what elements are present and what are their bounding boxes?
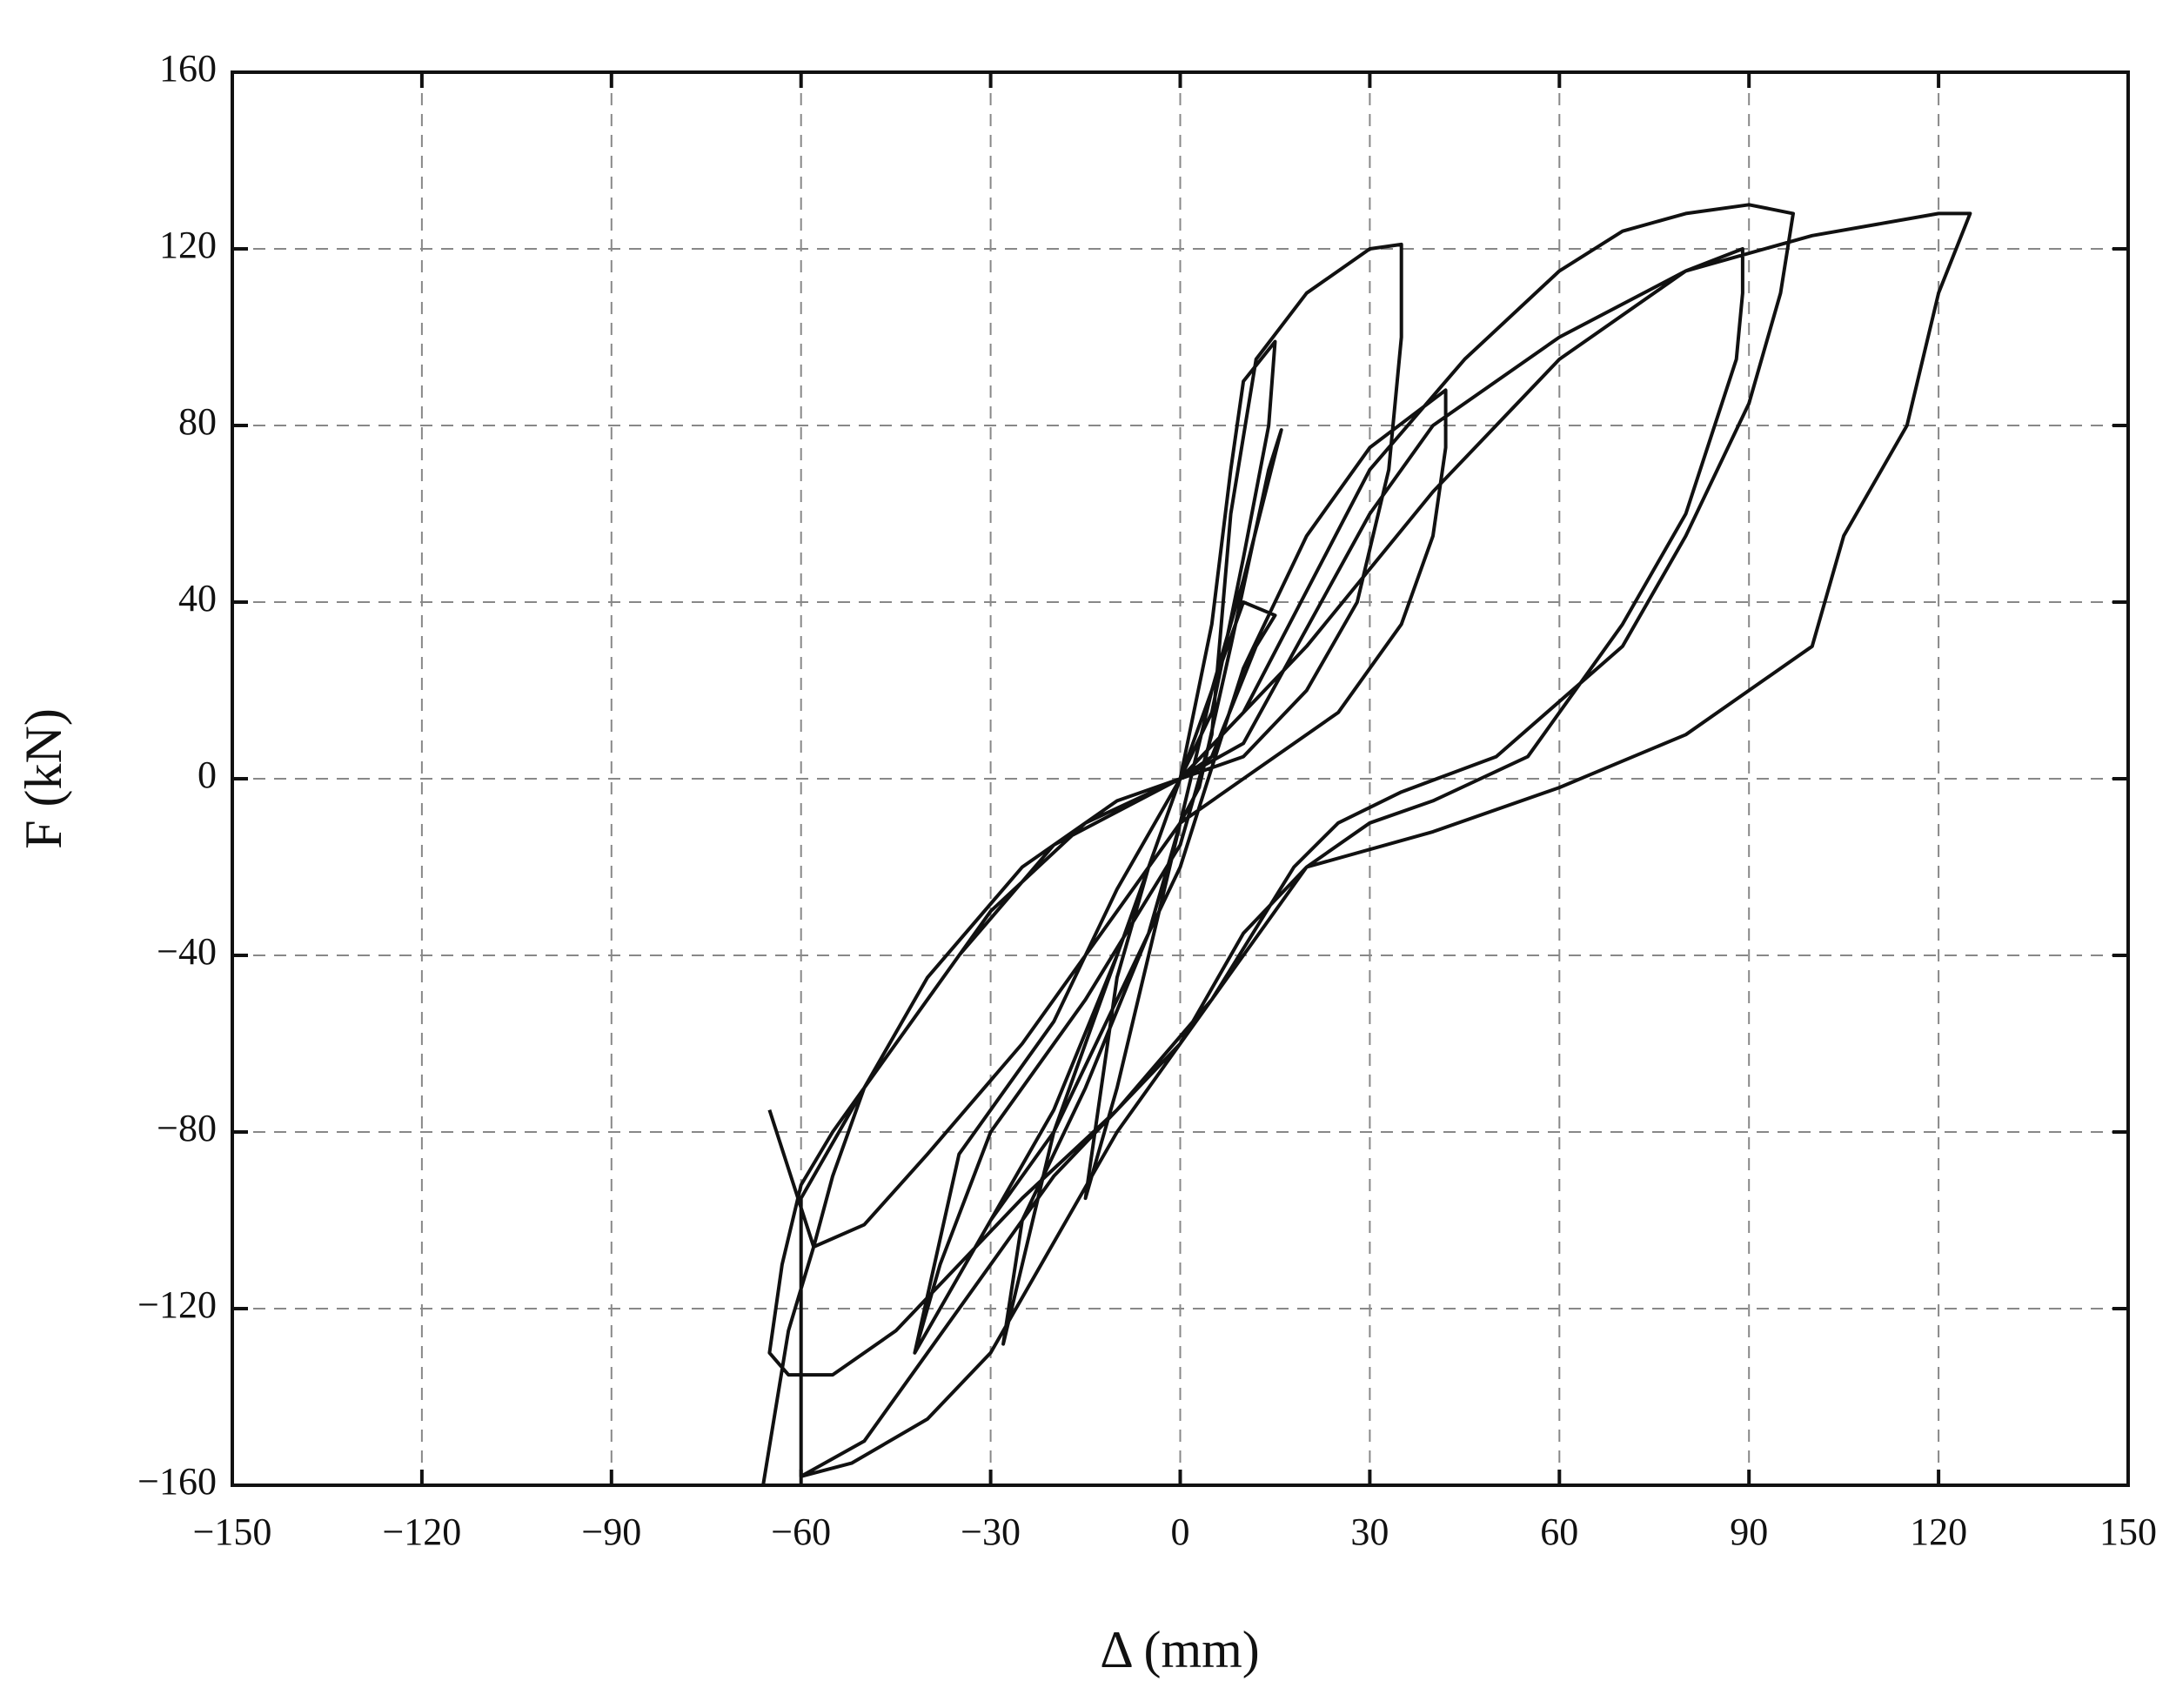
x-tick-label: 150	[2099, 1510, 2157, 1553]
y-tick-label: −120	[137, 1283, 217, 1326]
x-tick-label: −30	[961, 1510, 1021, 1553]
y-tick-label: −80	[157, 1107, 217, 1149]
x-tick-label: 0	[1171, 1510, 1190, 1553]
y-axis-label: F (kN)	[15, 708, 72, 849]
hysteresis-curve	[761, 203, 1972, 1486]
y-tick-label: 40	[178, 577, 217, 620]
x-axis-label: Δ (mm)	[1100, 1621, 1260, 1678]
x-tick-label: 90	[1730, 1510, 1768, 1553]
y-tick-label: −160	[137, 1460, 217, 1503]
x-tick-label: 60	[1540, 1510, 1578, 1553]
y-tick-label: −40	[157, 930, 217, 973]
x-tick-label: −90	[581, 1510, 641, 1553]
y-tick-label: 120	[159, 224, 217, 266]
y-tick-label: 0	[198, 754, 217, 796]
y-tick-label: 160	[159, 47, 217, 90]
x-tick-label: −150	[193, 1510, 272, 1553]
y-tick-label: 80	[178, 400, 217, 443]
x-tick-label: −120	[382, 1510, 461, 1553]
x-tick-label: 30	[1350, 1510, 1389, 1553]
x-tick-label: 120	[1910, 1510, 1967, 1553]
plot-frame	[231, 70, 2130, 1487]
x-tick-label: −60	[771, 1510, 831, 1553]
